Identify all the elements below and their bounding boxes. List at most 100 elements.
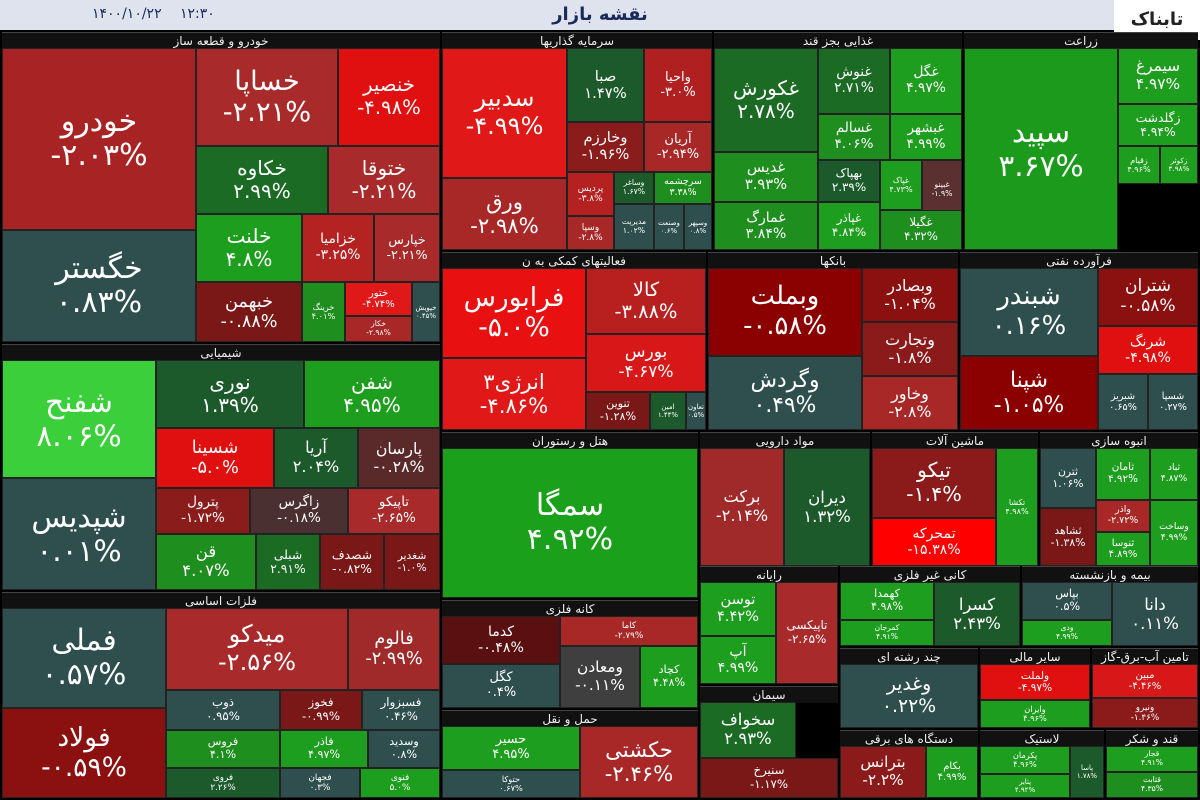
tile: وتجارت -۱.۸% bbox=[862, 322, 958, 376]
symbol: شصدف bbox=[331, 547, 373, 562]
change: -۲.۲۱% bbox=[351, 179, 417, 203]
symbol: مبین bbox=[1135, 669, 1155, 681]
change: -۰.۴۸% bbox=[478, 640, 524, 656]
tile: شرنگ -۴.۹۸% bbox=[1098, 326, 1198, 374]
change: -۲.۷۹% bbox=[614, 631, 644, 641]
symbol: حکشتی bbox=[605, 736, 673, 762]
symbol: شبلی bbox=[273, 547, 303, 562]
symbol: آپ bbox=[729, 643, 747, 660]
symbol: بکام bbox=[943, 760, 961, 772]
symbol: تنوین bbox=[606, 397, 630, 411]
tile: تکشا ۴.۹۸% bbox=[996, 448, 1038, 566]
change: ۱.۷۸% bbox=[1076, 772, 1098, 780]
symbol: شغدیر bbox=[397, 548, 427, 562]
symbol: شفن bbox=[350, 370, 394, 394]
symbol: شفنح bbox=[45, 384, 113, 419]
change: -۲.۲۱% bbox=[386, 247, 428, 262]
change: ۱.۴۷% bbox=[584, 85, 627, 102]
tile: قثابت ۴.۳۵% bbox=[1106, 772, 1198, 798]
change: -۱.۰۵% bbox=[993, 393, 1065, 418]
change: ۲.۲۶% bbox=[210, 783, 236, 793]
change: -۲.۶۵% bbox=[372, 510, 416, 526]
change: -۳.۲۵% bbox=[315, 247, 361, 263]
change: ۴.۹۹% bbox=[1056, 632, 1078, 641]
change: ۰.۹۵% bbox=[206, 709, 240, 723]
symbol: وگردش bbox=[750, 367, 820, 393]
change: -۲.۰۳% bbox=[50, 138, 148, 173]
tile: بهپاک ۲.۳۹% bbox=[818, 160, 880, 202]
tile: غپاذر ۴.۸۴% bbox=[818, 202, 880, 250]
symbol: خکار bbox=[371, 319, 386, 329]
sector-title: فرآورده نفتی bbox=[960, 252, 1198, 269]
tile: واذر -۲.۷۲% bbox=[1096, 500, 1150, 532]
tile: کمرجان ۴.۹۱% bbox=[840, 620, 934, 646]
sector-title: لاستیک bbox=[980, 730, 1104, 747]
sector-title: خودرو و قطعه ساز bbox=[2, 32, 440, 49]
tile: تمحرکه -۱۵.۳۸% bbox=[872, 518, 996, 566]
sector-title: بانکها bbox=[708, 252, 958, 269]
change: ۰.۸% bbox=[689, 227, 707, 235]
tile: فسبزوار ۰.۴۶% bbox=[362, 690, 440, 730]
change: ۰.۴۹% bbox=[753, 393, 817, 418]
symbol: شرنگ bbox=[1129, 333, 1167, 350]
symbol: سیمرغ bbox=[1135, 57, 1181, 76]
tile: خپارس -۲.۲۱% bbox=[374, 214, 440, 282]
change: ۴.۹۴% bbox=[1140, 125, 1176, 139]
tile: تیکو -۱.۴% bbox=[872, 448, 996, 518]
change: -۱.۳۸% bbox=[1050, 536, 1086, 549]
sector-title: کانی غیر فلزی bbox=[840, 566, 1020, 583]
change: ۴.۷۳% bbox=[889, 185, 913, 194]
symbol: غپاذر bbox=[836, 211, 862, 226]
symbol: حسیر bbox=[495, 732, 527, 748]
symbol: صبا bbox=[594, 67, 617, 85]
change: -۲.۷۲% bbox=[1107, 515, 1139, 526]
change: -۱.۹۶% bbox=[581, 146, 630, 163]
change: ۴.۹۸% bbox=[1005, 507, 1029, 516]
change: ۴.۸% bbox=[225, 247, 273, 271]
symbol: دیران bbox=[808, 488, 846, 507]
tile: پردیس -۳.۸% bbox=[567, 172, 614, 216]
symbol: وبصادر bbox=[887, 275, 933, 295]
date: ۱۴۰۰/۱۰/۲۲ bbox=[92, 6, 162, 22]
tile: خکاوه ۲.۹۹% bbox=[196, 146, 328, 214]
sector-title: چند رشته ای bbox=[840, 648, 978, 665]
symbol: توسن bbox=[720, 591, 756, 609]
tile: ثترن ۱.۰۶% bbox=[1040, 448, 1096, 508]
tile: وبصادر -۱.۰۴% bbox=[862, 268, 958, 322]
change: ۴.۸۴% bbox=[831, 225, 867, 239]
tile: آریان -۲.۹۴% bbox=[644, 122, 712, 172]
change: -۰.۱۱% bbox=[575, 676, 625, 694]
change: ۴.۳۵% bbox=[1141, 784, 1163, 793]
change: -۵.۰% bbox=[191, 458, 239, 478]
tile: فاذر ۴.۹۷% bbox=[280, 730, 368, 768]
symbol: خساپا bbox=[234, 65, 300, 97]
symbol: ولملت bbox=[1020, 669, 1050, 682]
tile: شتران -۰.۵۸% bbox=[1098, 268, 1198, 326]
change: -۴.۹۸% bbox=[357, 96, 421, 119]
tile: زکوثر ۴.۹۸% bbox=[1160, 146, 1198, 184]
symbol: قجار bbox=[1144, 749, 1160, 759]
sector-title: فلزات اساسی bbox=[2, 592, 440, 609]
tile: وگردش ۰.۴۹% bbox=[708, 356, 862, 430]
tile: دانا ۰.۱۱% bbox=[1112, 582, 1198, 646]
symbol: وتجارت bbox=[885, 329, 935, 349]
symbol: خزامیا bbox=[320, 231, 356, 248]
symbol: تاپیکو bbox=[378, 494, 410, 511]
symbol: ثشاهد bbox=[1054, 523, 1082, 537]
change: -۱.۲۸% bbox=[599, 410, 637, 423]
tile: غکورش ۲.۷۸% bbox=[714, 48, 818, 152]
tile: فجهان ۰.۳% bbox=[280, 768, 360, 798]
tile: ثنوسا ۴.۸۹% bbox=[1096, 532, 1150, 566]
symbol: فروی bbox=[212, 772, 234, 783]
symbol: فخوز bbox=[308, 695, 334, 710]
tile: ورق -۲.۹۸% bbox=[442, 178, 567, 250]
change: ۳.۹۳% bbox=[744, 176, 788, 193]
change: ۴.۸۹% bbox=[1108, 549, 1138, 560]
change: -۲.۹۸% bbox=[366, 328, 391, 337]
symbol: کسرا bbox=[958, 595, 996, 614]
symbol: تیکو bbox=[917, 458, 951, 483]
tile: کچاد ۴.۴۸% bbox=[640, 646, 698, 708]
tile: بترانس -۲.۲% bbox=[840, 746, 926, 798]
change: ۰.۵% bbox=[687, 411, 705, 419]
change: ۴.۹۷% bbox=[906, 80, 946, 96]
